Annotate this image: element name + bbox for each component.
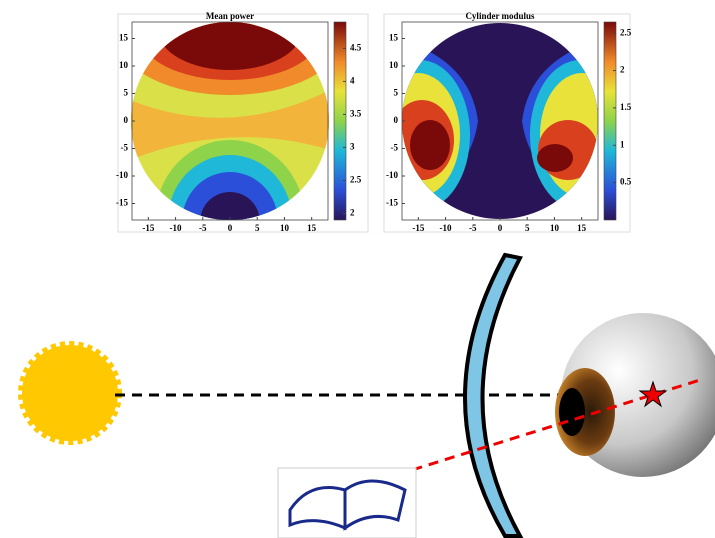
colorbar-tick-label: 3 [350, 141, 355, 151]
sun [18, 341, 122, 445]
y-tick-label: -5 [121, 143, 129, 153]
colorbar-tick-label: 0.5 [620, 177, 632, 187]
y-tick-label: -5 [391, 143, 399, 153]
x-tick-label: -10 [440, 223, 452, 233]
x-tick-label: -15 [142, 223, 154, 233]
x-tick-label: -5 [469, 223, 477, 233]
y-tick-label: -15 [116, 198, 128, 208]
chart-title: Cylinder modulus [465, 11, 535, 21]
y-tick-label: 15 [119, 33, 129, 43]
x-tick-label: 10 [550, 223, 560, 233]
y-tick-label: -10 [386, 170, 398, 180]
y-tick-label: 10 [119, 60, 129, 70]
x-tick-label: 15 [307, 223, 317, 233]
colorbar-tick-label: 2.5 [620, 27, 632, 37]
contour-field [402, 23, 598, 219]
pupil [559, 388, 585, 436]
x-tick-label: 0 [498, 223, 503, 233]
star [638, 380, 668, 408]
y-tick-label: 0 [124, 115, 129, 125]
lens [463, 252, 524, 538]
x-tick-label: -5 [199, 223, 207, 233]
near-path [379, 378, 701, 482]
book [288, 479, 407, 531]
x-tick-label: 0 [228, 223, 233, 233]
y-tick-label: 5 [394, 88, 399, 98]
y-tick-label: 5 [124, 88, 129, 98]
colorbar [603, 21, 617, 221]
y-tick-label: 15 [389, 33, 399, 43]
colorbar-tick-label: 3.5 [350, 108, 362, 118]
colorbar [333, 21, 347, 221]
colorbar-tick-label: 4 [350, 75, 355, 85]
x-tick-label: -10 [170, 223, 182, 233]
x-tick-label: -15 [412, 223, 424, 233]
y-tick-label: 0 [394, 115, 399, 125]
colorbar-tick-label: 2 [620, 65, 625, 75]
colorbar-tick-label: 2 [350, 207, 355, 217]
y-tick-label: 10 [389, 60, 399, 70]
colorbar-tick-label: 2.5 [350, 174, 362, 184]
y-tick-label: -10 [116, 170, 128, 180]
contour-field [131, 22, 329, 220]
colorbar-tick-label: 4.5 [350, 42, 362, 52]
colorbar-tick-label: 1 [620, 139, 625, 149]
colorbar-tick-label: 1.5 [620, 102, 632, 112]
x-tick-label: 5 [255, 223, 260, 233]
chart-title: Mean power [206, 11, 254, 21]
x-tick-label: 15 [577, 223, 587, 233]
x-tick-label: 10 [280, 223, 290, 233]
x-tick-label: 5 [525, 223, 530, 233]
y-tick-label: -15 [386, 198, 398, 208]
